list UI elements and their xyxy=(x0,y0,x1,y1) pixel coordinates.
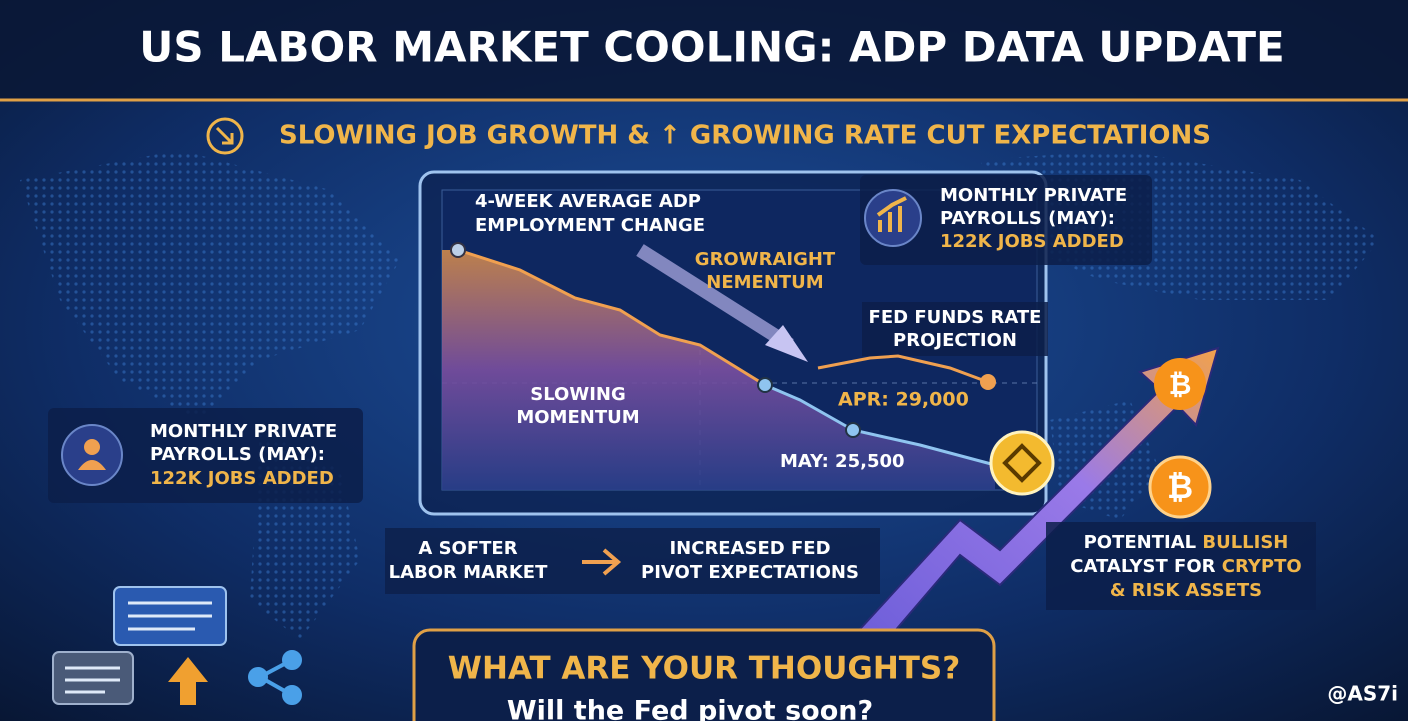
trend-icon xyxy=(206,117,244,155)
momentum-label: GROWRAIGHT xyxy=(695,249,836,270)
flow-to: INCREASED FED xyxy=(669,538,830,559)
btc-symbol: ₿ xyxy=(1167,468,1193,506)
momentum-arrow xyxy=(636,244,794,351)
people-icon-head xyxy=(84,439,100,455)
btc-coin xyxy=(1148,455,1212,519)
point xyxy=(450,242,466,258)
watermark: @AS7i xyxy=(1327,682,1398,706)
world-map xyxy=(20,150,1380,640)
people-icon-body xyxy=(78,460,106,470)
chat-lines xyxy=(65,666,120,694)
chat-icon xyxy=(52,651,134,705)
callout-text: PAYROLLS (MAY): xyxy=(940,208,1115,229)
flow-to: PIVOT EXPECTATIONS xyxy=(641,562,859,583)
slowing-label: SLOWING xyxy=(530,384,625,405)
chart-icon-glyph xyxy=(876,196,907,232)
cta-title: WHAT ARE YOUR THOUGHTS? xyxy=(448,651,960,687)
cta-question: Will the Fed pivot soon? xyxy=(507,696,873,721)
slowing-label: MOMENTUM xyxy=(516,407,639,428)
title: US LABOR MARKET COOLING: ADP DATA UPDATE xyxy=(139,23,1284,72)
trend-icon-arrow xyxy=(215,126,234,145)
area xyxy=(442,250,995,490)
momentum-arrowhead xyxy=(765,325,808,362)
callout-text: MONTHLY PRIVATE xyxy=(150,421,337,442)
callout-left xyxy=(48,408,363,503)
callout-right xyxy=(860,175,1152,265)
may-label: MAY: 25,500 xyxy=(780,451,905,472)
share-icon xyxy=(248,650,302,705)
apr-label: APR: 29,000 xyxy=(838,389,969,411)
line-orange xyxy=(457,248,766,387)
fed-point xyxy=(980,374,996,390)
fed-label: FED FUNDS RATE xyxy=(869,307,1042,328)
text-part: CATALYST FOR xyxy=(1070,556,1222,577)
bullish-arrow xyxy=(848,346,1220,662)
series-label: 4-WEEK AVERAGE ADP xyxy=(475,191,701,212)
text-part: BULLISH xyxy=(1202,532,1288,553)
callout-text: MONTHLY PRIVATE xyxy=(940,185,1127,206)
bnb-coin xyxy=(989,430,1055,496)
title-bar xyxy=(0,0,1408,100)
btc-coin xyxy=(1154,358,1206,410)
chat-lines xyxy=(128,601,212,631)
bullish-text: & RISK ASSETS xyxy=(1110,580,1262,601)
momentum-label: NEMENTUM xyxy=(706,272,823,293)
subtitle: SLOWING JOB GROWTH & ↑ GROWING RATE CUT … xyxy=(279,121,1211,151)
cta-box xyxy=(412,628,996,721)
btc-symbol: ₿ xyxy=(1169,368,1192,401)
bnb-logo xyxy=(1002,443,1042,483)
fed-label: PROJECTION xyxy=(893,330,1017,351)
point xyxy=(757,377,773,393)
flow-from: LABOR MARKET xyxy=(389,562,548,583)
upvote-icon xyxy=(168,657,208,705)
callout-text: 122K JOBS ADDED xyxy=(940,231,1124,252)
flow-box xyxy=(385,528,880,594)
text-part: CRYPTO xyxy=(1222,556,1302,577)
callout-text: PAYROLLS (MAY): xyxy=(150,444,325,465)
flow-arrow xyxy=(582,548,622,576)
fed-line xyxy=(817,354,989,384)
bullish-text: POTENTIAL BULLISH xyxy=(1084,532,1289,553)
text-part: POTENTIAL xyxy=(1084,532,1203,553)
point xyxy=(845,422,861,438)
fed-label-box xyxy=(862,302,1048,356)
chart-icon xyxy=(864,189,922,247)
bullish-box xyxy=(1046,522,1316,610)
bullish-text: CATALYST FOR CRYPTO xyxy=(1070,556,1301,577)
flow-from: A SOFTER xyxy=(418,538,517,559)
series-label: EMPLOYMENT CHANGE xyxy=(475,215,705,236)
callout-text: 122K JOBS ADDED xyxy=(150,468,334,489)
